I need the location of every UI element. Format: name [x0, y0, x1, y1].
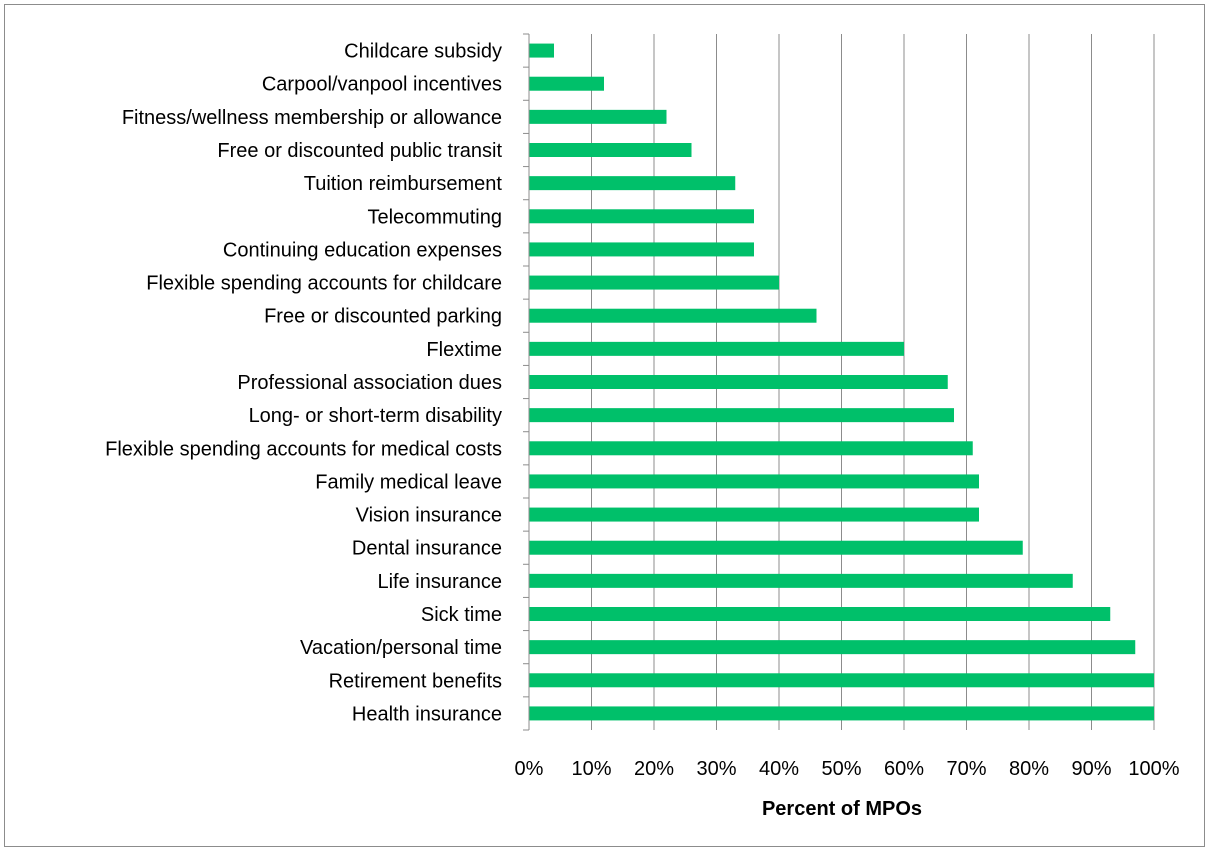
x-tick-label: 10% — [571, 758, 611, 780]
bar — [529, 507, 979, 522]
category-label: Professional association dues — [237, 372, 502, 394]
bar — [529, 76, 604, 91]
x-tick-label: 100% — [1128, 758, 1179, 780]
bar — [529, 706, 1154, 721]
x-tick-label: 50% — [821, 758, 861, 780]
x-tick-label: 80% — [1009, 758, 1049, 780]
category-label: Vision insurance — [356, 505, 502, 527]
category-label: Fitness/wellness membership or allowance — [122, 107, 502, 129]
category-label: Long- or short-term disability — [249, 405, 502, 427]
category-label: Dental insurance — [352, 538, 502, 560]
bar — [529, 176, 736, 191]
bar — [529, 673, 1154, 688]
category-label: Family medical leave — [315, 471, 502, 493]
axes — [523, 33, 530, 731]
bar — [529, 209, 754, 224]
category-label: Tuition reimbursement — [304, 173, 503, 195]
bar — [529, 341, 904, 356]
category-label: Vacation/personal time — [300, 637, 502, 659]
bar — [529, 573, 1073, 588]
bars — [529, 43, 1154, 721]
x-tick-label: 60% — [884, 758, 924, 780]
category-label: Childcare subsidy — [344, 41, 502, 63]
bar — [529, 640, 1136, 655]
category-label: Flexible spending accounts for medical c… — [105, 438, 502, 460]
x-tick-label: 70% — [946, 758, 986, 780]
bar — [529, 43, 554, 58]
bar — [529, 441, 973, 456]
bar — [529, 275, 779, 290]
category-label: Carpool/vanpool incentives — [262, 74, 502, 96]
bar — [529, 375, 948, 389]
x-tick-label: 40% — [759, 758, 799, 780]
x-tick-label: 20% — [634, 758, 674, 780]
bar — [529, 540, 1023, 555]
category-label: Health insurance — [352, 703, 502, 725]
bar — [529, 242, 754, 257]
category-label: Continuing education expenses — [223, 239, 502, 261]
category-label: Flexible spending accounts for childcare — [146, 273, 502, 295]
category-label: Telecommuting — [367, 206, 502, 228]
category-labels: Childcare subsidy Carpool/vanpool incenti… — [105, 41, 502, 726]
category-label: Retirement benefits — [329, 670, 502, 692]
x-tick-labels: 0% 10% 20% 30% 40% 50% 60% 70% 80% 90% 100% — [515, 758, 1180, 780]
bar — [529, 143, 692, 157]
x-tick-label: 30% — [696, 758, 736, 780]
category-label: Sick time — [421, 604, 502, 626]
x-axis-title: Percent of MPOs — [762, 798, 922, 820]
category-label: Free or discounted parking — [264, 306, 502, 328]
x-tick-label: 0% — [515, 758, 544, 780]
bar — [529, 408, 954, 423]
bar — [529, 607, 1111, 621]
bar — [529, 109, 667, 124]
bar — [529, 308, 817, 323]
category-label: Free or discounted public transit — [217, 140, 502, 162]
category-label: Life insurance — [377, 571, 502, 593]
bar — [529, 474, 979, 489]
category-label: Flextime — [426, 339, 502, 361]
x-tick-label: 90% — [1071, 758, 1111, 780]
